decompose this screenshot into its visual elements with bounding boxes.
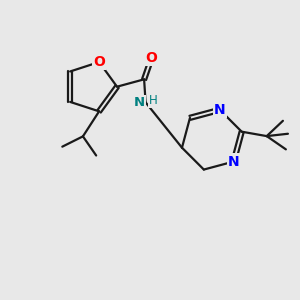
Text: O: O (93, 55, 105, 69)
Text: H: H (148, 94, 157, 107)
Text: O: O (146, 51, 158, 65)
Text: N: N (214, 103, 226, 117)
Text: N: N (134, 96, 145, 109)
Text: N: N (228, 154, 239, 169)
